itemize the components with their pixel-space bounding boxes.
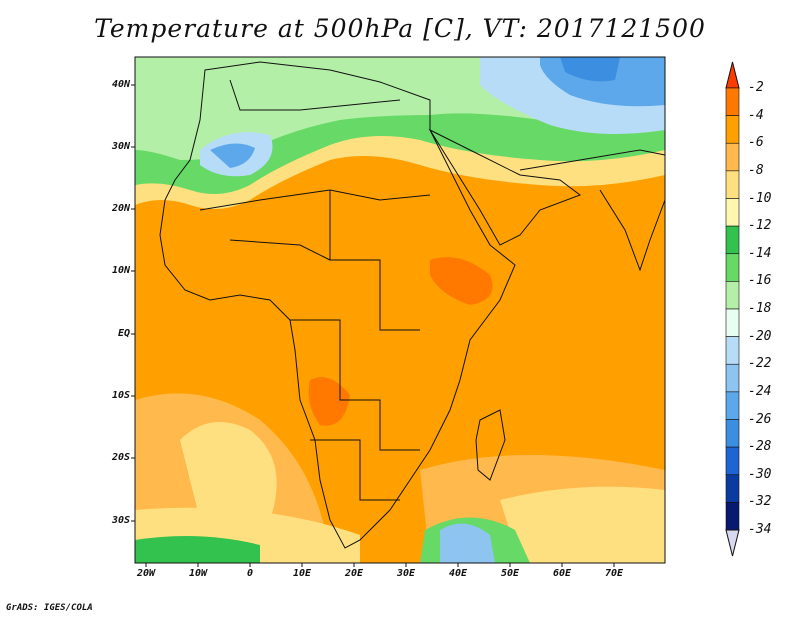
colorbar-swatch (725, 281, 740, 310)
lat-label: 10S (111, 390, 130, 401)
colorbar-label: -14 (748, 245, 772, 261)
lon-label: 10W (188, 568, 208, 579)
colorbar-label: -24 (748, 383, 772, 399)
lat-label: EQ (117, 328, 130, 339)
colorbar-label: -8 (748, 162, 764, 178)
lon-label: 20E (344, 568, 364, 579)
map-frame (134, 56, 666, 564)
lon-label: 30E (396, 568, 416, 579)
lon-label: 50E (500, 568, 520, 579)
coastlines (159, 61, 666, 549)
colorbar-label: -22 (748, 356, 772, 372)
colorbar-label: -10 (748, 190, 772, 206)
colorbar (725, 61, 740, 557)
colorbar-swatch (725, 474, 740, 503)
colorbar-label: -2 (748, 80, 764, 95)
lon-label: 60E (552, 568, 572, 579)
colorbar-label: -4 (748, 107, 764, 123)
colorbar-swatch (725, 253, 740, 282)
lat-label: 10N (111, 265, 130, 276)
lon-label: 20W (136, 568, 156, 579)
lon-label: 10E (292, 568, 312, 579)
lat-label: 20N (111, 203, 130, 214)
colorbar-label: -34 (748, 522, 772, 537)
colorbar-bottom-arrow (725, 529, 740, 557)
colorbar-label: -32 (748, 494, 772, 510)
colorbar-swatch (725, 391, 740, 420)
map-title: Temperature at 500hPa [C], VT: 201712150… (94, 14, 706, 43)
colorbar-swatch (725, 446, 740, 476)
colorbar-label: -20 (748, 328, 772, 344)
colorbar-swatch (725, 142, 740, 172)
colorbar-swatch (725, 308, 740, 337)
lat-label: 30N (111, 141, 130, 152)
colorbar-top-arrow (725, 61, 740, 89)
colorbar-swatch (725, 336, 740, 365)
colorbar-label: -30 (748, 466, 772, 482)
colorbar-swatch (725, 87, 740, 116)
colorbar-swatch (725, 502, 740, 531)
colorbar-label: -12 (748, 218, 772, 234)
lon-label: 0 (246, 568, 254, 579)
colorbar-label: -16 (748, 273, 772, 289)
colorbar-label: -6 (748, 135, 764, 151)
colorbar-label: -26 (748, 411, 772, 427)
colorbar-swatch (725, 115, 740, 144)
footer-credit: GrADS: IGES/COLA (6, 603, 93, 613)
colorbar-swatch (725, 225, 740, 255)
colorbar-swatch (725, 198, 740, 227)
lat-label: 30S (111, 515, 130, 526)
colorbar-swatch (725, 363, 740, 393)
lat-label: 20S (111, 452, 130, 463)
lat-label: 40N (111, 79, 130, 90)
colorbar-swatch (725, 419, 740, 448)
colorbar-label: -18 (748, 301, 772, 316)
colorbar-swatch (725, 170, 740, 199)
lon-label: 70E (604, 568, 624, 579)
colorbar-label: -28 (748, 439, 772, 455)
temperature-field (135, 57, 665, 563)
lon-label: 40E (448, 568, 468, 579)
